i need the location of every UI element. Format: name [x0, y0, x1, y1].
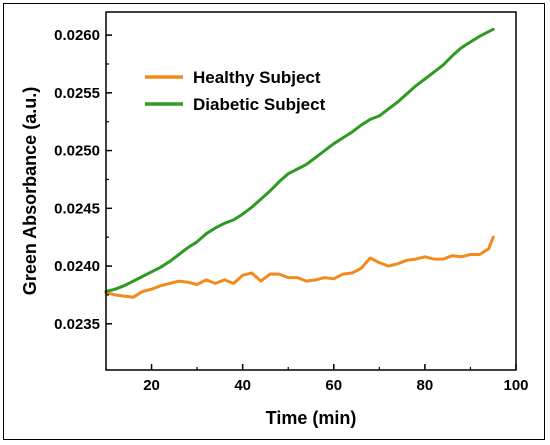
x-tick-label: 40	[234, 377, 251, 394]
x-tick-label: 20	[143, 377, 160, 394]
y-tick-label: 0.0260	[54, 27, 100, 44]
plot-border	[105, 11, 517, 371]
series-line-healthy	[104, 235, 495, 299]
y-tick-label: 0.0255	[54, 85, 100, 102]
y-tick-label: 0.0245	[54, 200, 100, 217]
legend: Healthy Subject Diabetic Subject	[145, 68, 326, 114]
y-tick-label: 0.0240	[54, 258, 100, 275]
axes-layer: 20 40 60 80 100 0.0235 0.0240 0.0245 0.0250 0.025…	[54, 11, 529, 394]
x-tick-label: 60	[325, 377, 342, 394]
legend-label: Healthy Subject	[193, 68, 321, 87]
y-tick-label: 0.0235	[54, 316, 100, 333]
series-line-diabetic	[104, 27, 495, 293]
x-tick-label: 100	[503, 377, 528, 394]
x-axis-title: Time (min)	[266, 408, 357, 428]
legend-label: Diabetic Subject	[193, 95, 326, 114]
x-tick-label: 80	[417, 377, 434, 394]
series-layer	[104, 27, 495, 299]
y-tick-label: 0.0250	[54, 143, 100, 160]
chart-frame	[3, 3, 545, 440]
y-axis-title: Green Absorbance (a.u.)	[20, 87, 40, 295]
